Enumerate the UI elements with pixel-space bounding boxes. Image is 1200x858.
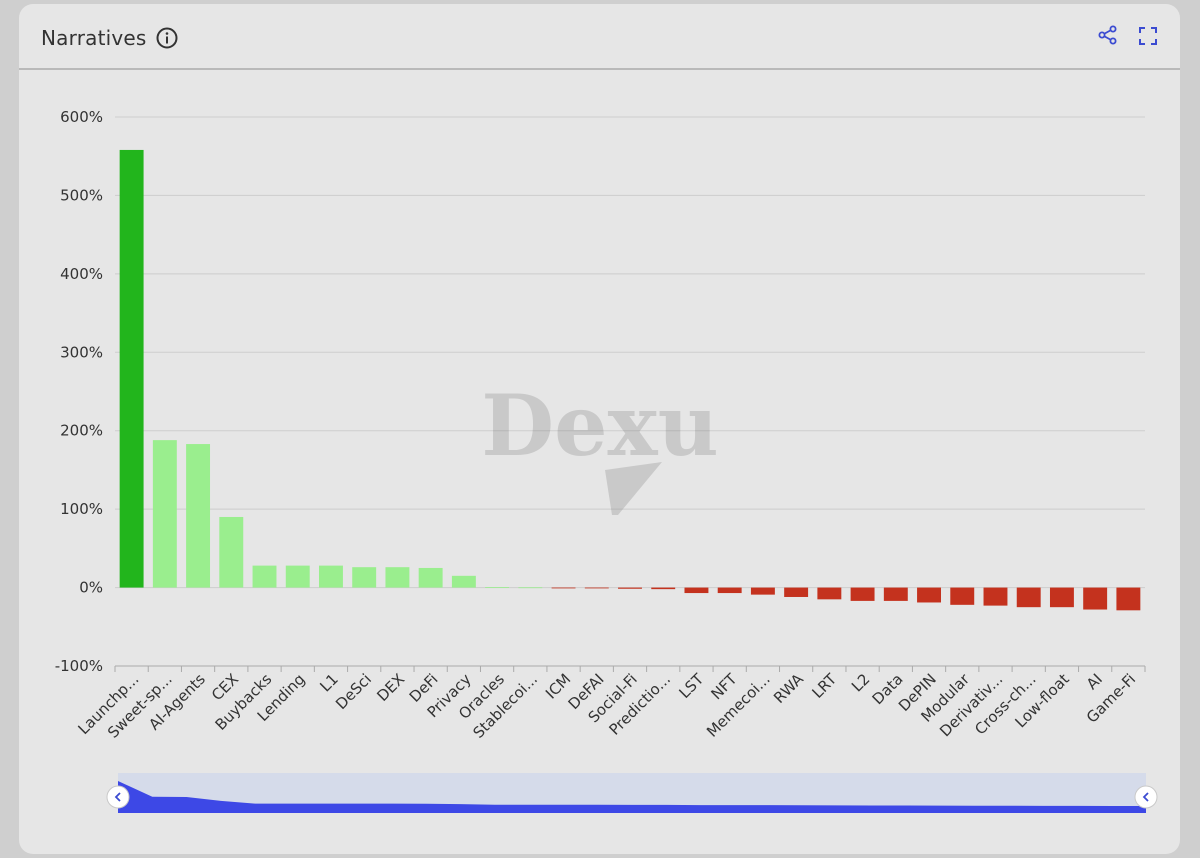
y-axis-ticks: 600% 500% 400% 300% 200% 100% 0% -100% bbox=[55, 108, 103, 675]
bar[interactable] bbox=[750, 587, 775, 595]
grid-lines bbox=[115, 116, 1145, 589]
bar[interactable] bbox=[451, 575, 476, 588]
y-tick-label: 100% bbox=[60, 500, 103, 518]
x-tick-label: LRT bbox=[808, 670, 840, 702]
bar[interactable] bbox=[850, 587, 875, 601]
y-tick-label: 200% bbox=[60, 422, 103, 440]
fullscreen-icon[interactable] bbox=[1137, 25, 1159, 47]
bar[interactable] bbox=[618, 587, 642, 589]
chevron-left-icon bbox=[1142, 792, 1149, 802]
bar[interactable] bbox=[518, 587, 543, 589]
bar[interactable] bbox=[817, 587, 842, 600]
bar[interactable] bbox=[651, 587, 676, 590]
bar[interactable] bbox=[950, 587, 975, 605]
info-icon[interactable] bbox=[156, 27, 178, 49]
x-tick-label: AI bbox=[1083, 670, 1106, 693]
watermark-mark bbox=[605, 462, 662, 515]
bar[interactable] bbox=[584, 587, 609, 589]
y-tick-label: 0% bbox=[79, 579, 103, 597]
x-tick-label: L2 bbox=[848, 670, 873, 695]
bar[interactable] bbox=[1083, 587, 1108, 610]
bar[interactable] bbox=[485, 587, 510, 588]
y-tick-label: 500% bbox=[60, 186, 103, 204]
x-tick-label: LST bbox=[675, 670, 707, 702]
x-tick-label: DEX bbox=[373, 670, 408, 705]
bar[interactable] bbox=[883, 587, 908, 601]
slider-handle-left[interactable] bbox=[106, 785, 130, 809]
narratives-card: Narratives bbox=[19, 4, 1180, 854]
watermark-text: Dexu bbox=[481, 376, 718, 475]
bar[interactable] bbox=[319, 565, 343, 588]
bar[interactable] bbox=[186, 444, 211, 588]
bar[interactable] bbox=[983, 587, 1008, 606]
y-tick-label: 300% bbox=[60, 343, 103, 361]
share-icon[interactable] bbox=[1097, 24, 1119, 46]
bar[interactable] bbox=[418, 567, 443, 588]
x-axis-ticks: Launchp...Sweet-sp...AI-Agents CEXBuyback… bbox=[74, 670, 1139, 742]
bar[interactable] bbox=[352, 567, 377, 588]
card-title: Narratives bbox=[41, 26, 147, 50]
bar[interactable] bbox=[717, 587, 742, 594]
card-header: Narratives bbox=[19, 4, 1180, 70]
bars bbox=[119, 149, 1141, 611]
y-tick-label: 600% bbox=[60, 108, 103, 126]
bar[interactable] bbox=[152, 440, 177, 588]
bar[interactable] bbox=[551, 587, 576, 589]
bar[interactable] bbox=[385, 567, 410, 588]
x-tick-label: L1 bbox=[316, 670, 341, 695]
bar[interactable] bbox=[784, 587, 809, 597]
x-axis bbox=[114, 665, 1146, 672]
chevron-left-icon bbox=[114, 792, 121, 802]
y-tick-label: 400% bbox=[60, 265, 103, 283]
slider-handle-right[interactable] bbox=[1134, 785, 1158, 809]
slider-overview-area bbox=[118, 781, 1146, 812]
x-tick-label: Memecoi... bbox=[703, 670, 774, 741]
zoom-slider[interactable] bbox=[106, 773, 1158, 813]
x-tick-label: RWA bbox=[770, 670, 807, 707]
bar[interactable] bbox=[1116, 587, 1141, 611]
bar[interactable] bbox=[1016, 587, 1041, 608]
bar[interactable] bbox=[219, 516, 244, 588]
bar[interactable] bbox=[119, 149, 144, 588]
x-tick-label: DeSci bbox=[332, 670, 375, 713]
bar[interactable] bbox=[285, 565, 310, 588]
y-tick-label: -100% bbox=[55, 657, 103, 675]
watermark: Dexu bbox=[481, 376, 719, 515]
bar[interactable] bbox=[1049, 587, 1074, 608]
bar[interactable] bbox=[684, 587, 709, 594]
bar[interactable] bbox=[252, 565, 277, 588]
bar[interactable] bbox=[917, 587, 941, 603]
